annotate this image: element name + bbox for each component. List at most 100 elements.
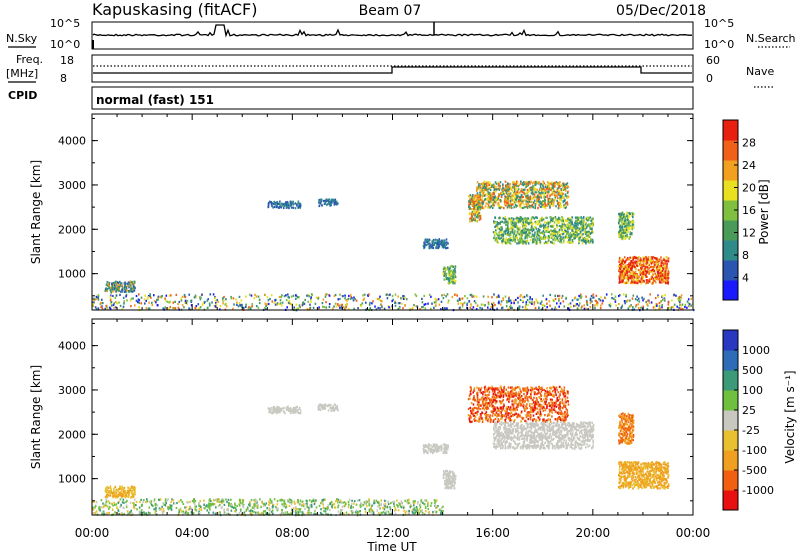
data-cell	[454, 293, 457, 296]
data-cell	[505, 191, 508, 194]
data-cell	[183, 306, 185, 309]
data-cell	[666, 279, 669, 282]
data-cell	[209, 498, 211, 501]
data-cell	[589, 299, 592, 302]
data-cell	[609, 305, 612, 308]
data-cell	[621, 221, 624, 224]
data-cell	[188, 293, 190, 296]
data-cell	[297, 511, 300, 514]
data-cell	[551, 241, 553, 244]
data-cell	[249, 501, 251, 504]
data-cell	[502, 297, 504, 300]
data-cell	[481, 202, 484, 205]
data-cell	[520, 240, 522, 243]
data-cell	[497, 294, 500, 297]
data-cell	[539, 223, 542, 226]
data-cell	[532, 228, 535, 232]
data-cell	[581, 225, 583, 229]
data-cell	[530, 228, 532, 231]
data-cell	[508, 190, 510, 193]
data-cell	[565, 234, 567, 237]
data-cell	[637, 259, 640, 262]
data-cell	[442, 509, 444, 513]
data-cell	[628, 268, 630, 271]
data-cell	[664, 270, 667, 273]
data-cell	[628, 270, 630, 273]
data-cell	[468, 203, 470, 206]
data-cell	[322, 513, 324, 516]
data-cell	[624, 219, 627, 222]
data-cell	[562, 192, 564, 195]
data-cell	[489, 192, 492, 195]
data-cell	[512, 193, 515, 196]
data-cell	[582, 229, 584, 232]
data-cell	[629, 274, 631, 277]
data-cell	[435, 506, 437, 509]
nsky-label: N.Sky	[6, 32, 38, 45]
data-cell	[348, 294, 350, 298]
data-cell	[476, 198, 479, 201]
data-cell	[621, 259, 624, 262]
data-cell	[500, 226, 502, 229]
data-cell	[677, 298, 679, 301]
data-cell	[130, 509, 132, 512]
data-cell	[287, 293, 289, 296]
data-cell	[175, 506, 178, 510]
data-cell	[111, 286, 114, 290]
data-cell	[567, 217, 569, 220]
data-cell	[153, 508, 155, 511]
data-cell	[327, 504, 329, 507]
data-cell	[491, 201, 494, 204]
data-cell	[660, 281, 662, 284]
data-cell	[492, 301, 495, 305]
data-cell	[496, 221, 498, 224]
data-cell	[474, 194, 477, 197]
data-cell	[253, 510, 255, 513]
data-cell	[289, 204, 292, 208]
data-cell	[422, 244, 425, 247]
data-cell	[592, 293, 595, 296]
data-cell	[548, 201, 551, 204]
data-cell	[397, 295, 399, 298]
data-cell	[499, 207, 502, 210]
data-cell	[403, 295, 405, 298]
data-cell	[527, 242, 530, 245]
data-cell	[150, 296, 152, 299]
data-cell	[645, 255, 647, 259]
data-cell	[582, 233, 584, 236]
data-cell	[470, 215, 473, 218]
data-cell	[353, 502, 355, 505]
data-cell	[540, 194, 542, 197]
data-cell	[632, 213, 635, 216]
data-cell	[569, 302, 572, 305]
data-cell	[419, 503, 422, 506]
data-cell	[532, 191, 535, 194]
data-cell	[457, 299, 459, 302]
data-cell	[579, 230, 581, 233]
data-cell	[138, 510, 141, 513]
data-cell	[561, 296, 563, 299]
data-cell	[126, 289, 128, 292]
data-cell	[290, 499, 293, 503]
data-cell	[503, 200, 506, 203]
data-cell	[482, 186, 485, 189]
data-cell	[540, 196, 543, 199]
data-cell	[415, 305, 417, 308]
data-cell	[547, 199, 550, 202]
data-cell	[514, 198, 517, 201]
data-cell	[605, 293, 608, 296]
data-cell	[623, 230, 626, 233]
data-cell	[517, 301, 519, 304]
data-cell	[271, 205, 273, 208]
data-cell	[493, 234, 496, 237]
data-cell	[253, 499, 255, 502]
data-cell	[529, 187, 531, 190]
data-cell	[666, 282, 669, 285]
data-cell	[501, 192, 504, 195]
data-cell	[505, 238, 507, 241]
data-cell	[471, 294, 473, 297]
data-cell	[544, 189, 546, 192]
data-cell	[488, 181, 491, 184]
data-cell	[589, 301, 592, 305]
data-cell	[641, 296, 643, 299]
